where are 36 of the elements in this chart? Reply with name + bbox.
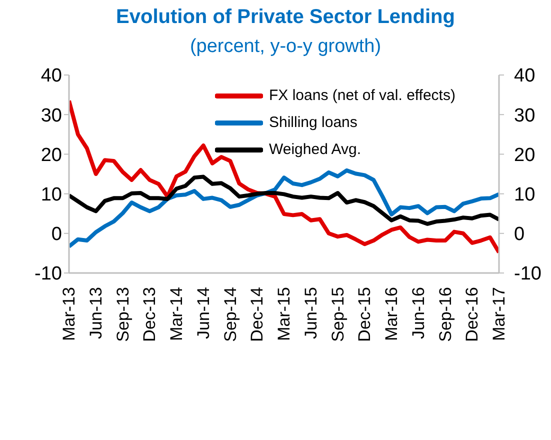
x-tick-label: Mar-14	[167, 287, 186, 341]
line-series	[69, 174, 499, 226]
legend-label: Shilling loans	[269, 113, 358, 133]
y-tick-label: 40	[40, 66, 62, 87]
x-tick-label: Dec-16	[462, 287, 482, 342]
x-tick-label: Dec-15	[355, 287, 374, 342]
x-tick-label: Dec-13	[140, 287, 160, 342]
y2-tick-label: 40	[514, 66, 536, 87]
x-tick-label: Jun-13	[86, 287, 106, 339]
x-tick-label: Mar-16	[382, 287, 401, 341]
x-tick-label: Dec-14	[248, 287, 267, 342]
chart-subtitle: (percent, y-o-y growth)	[188, 36, 382, 58]
chart-title: Evolution of Private Sector Lending	[115, 6, 456, 29]
y2-tick-label: 20	[514, 144, 536, 166]
x-tick-label: Mar-13	[60, 287, 78, 341]
x-tick-label: Mar-17	[490, 287, 508, 341]
x-tick-label: Sep-16	[436, 287, 455, 342]
y2-tick-label: -10	[514, 264, 542, 285]
x-tick-label: Mar-15	[274, 287, 294, 341]
y-tick-label: 0	[51, 224, 62, 246]
y2-tick-label: 30	[514, 105, 536, 126]
legend-label: FX loans (net of val. effects)	[269, 86, 456, 106]
x-tick-label: Sep-15	[328, 287, 348, 342]
x-tick-label: Sep-13	[113, 287, 132, 342]
line-series	[69, 168, 499, 248]
x-tick-label: Jun-16	[408, 287, 428, 339]
y2-tick-label: 0	[514, 224, 525, 246]
legend-label: Weighed Avg.	[269, 140, 362, 160]
x-tick-label: Sep-14	[220, 287, 240, 342]
y-tick-label: -10	[34, 264, 62, 285]
y2-tick-label: 10	[514, 184, 536, 206]
x-tick-label: Jun-15	[301, 287, 320, 339]
y-tick-label: 20	[40, 144, 62, 166]
y-tick-label: 10	[40, 184, 62, 206]
x-tick-label: Jun-14	[194, 287, 213, 339]
y-tick-label: 30	[40, 105, 62, 126]
